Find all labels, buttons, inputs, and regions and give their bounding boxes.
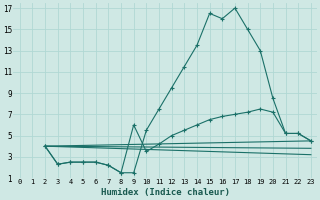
X-axis label: Humidex (Indice chaleur): Humidex (Indice chaleur) [101, 188, 230, 197]
